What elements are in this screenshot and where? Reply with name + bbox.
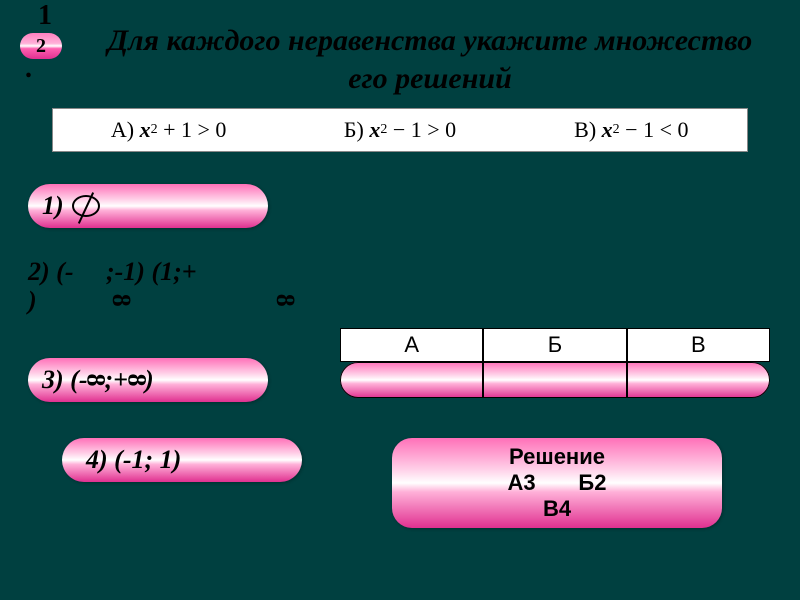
table-header-c: В bbox=[627, 328, 770, 362]
table-header-b: Б bbox=[483, 328, 626, 362]
option-1: 1) bbox=[28, 184, 268, 228]
table-cell-b bbox=[483, 362, 626, 398]
table-body-row bbox=[340, 362, 770, 398]
empty-set-icon bbox=[72, 195, 100, 217]
badge-dot: . bbox=[25, 53, 32, 85]
option-4: 4) (-1; 1) bbox=[62, 438, 302, 482]
solution-title: Решение bbox=[392, 444, 722, 470]
solution-line2: В4 bbox=[392, 496, 722, 522]
table-header-row: А Б В bbox=[340, 328, 770, 362]
table-cell-c bbox=[627, 362, 770, 398]
option-2-line1: 2) (- ;-1) (1;+ bbox=[28, 257, 197, 286]
badge-top-number: 1 bbox=[38, 0, 52, 32]
problem-number-badge: 1 2 . bbox=[20, 5, 70, 75]
inequality-a: А) x2 + 1 > 0 bbox=[53, 117, 284, 143]
table-cell-a bbox=[340, 362, 483, 398]
infinity-icon: 8 bbox=[106, 294, 135, 307]
solution-box: Решение А3 Б2 В4 bbox=[392, 438, 722, 528]
inequalities-box: А) x2 + 1 > 0 Б) x2 − 1 > 0 В) x2 − 1 < … bbox=[52, 108, 748, 152]
inequality-b: Б) x2 − 1 > 0 bbox=[284, 117, 515, 143]
infinity-icon: 8 bbox=[81, 374, 111, 387]
option-2: 2) (- ;-1) (1;+ ) 8 8 bbox=[28, 258, 197, 315]
page-title: Для каждого неравенства укажите множеств… bbox=[90, 22, 770, 97]
table-header-a: А bbox=[340, 328, 483, 362]
infinity-icon: 8 bbox=[121, 374, 151, 387]
inequality-c: В) x2 − 1 < 0 bbox=[516, 117, 747, 143]
option-3: 3) (- 8 ;+ 8 ) bbox=[28, 358, 268, 402]
infinity-icon: 8 bbox=[270, 294, 299, 307]
solution-line1: А3 Б2 bbox=[392, 470, 722, 496]
answer-table: А Б В bbox=[340, 328, 770, 398]
